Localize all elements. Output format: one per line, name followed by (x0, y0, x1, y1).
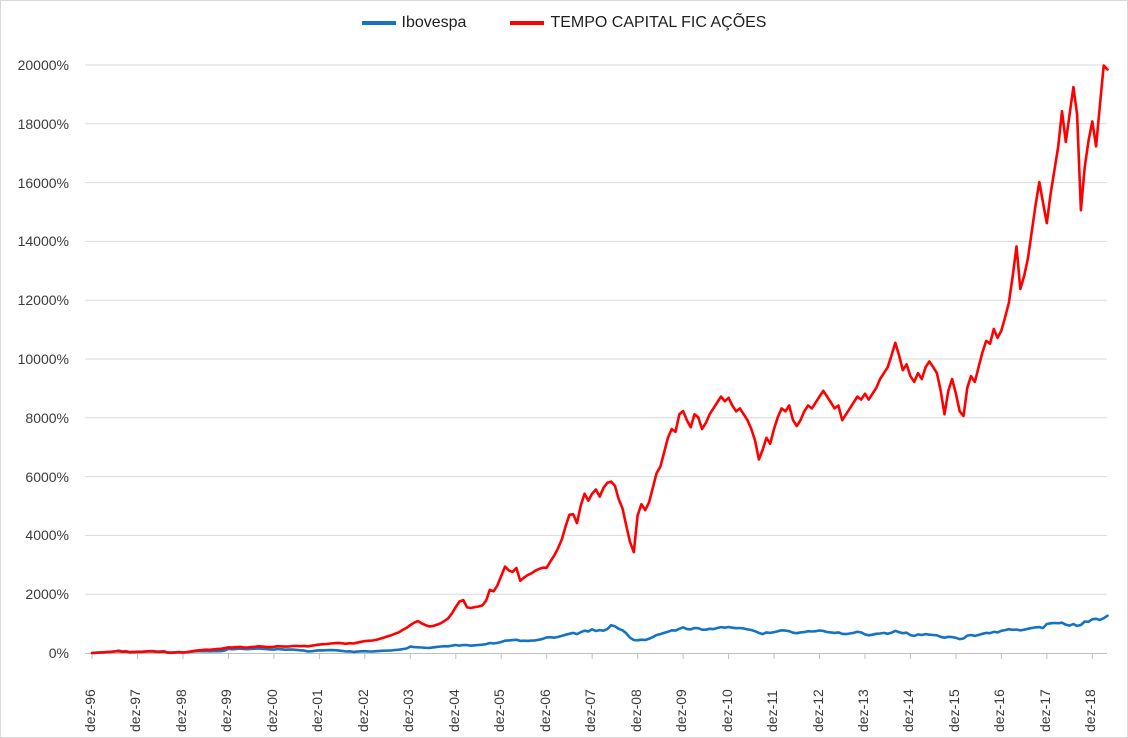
y-tick-label-12000%: 12000% (17, 292, 69, 309)
x-tick-label-dez-08: dez-08 (627, 689, 644, 732)
legend-item-ibovespa: Ibovespa (361, 14, 467, 32)
legend-label-tempo-capital: TEMPO CAPITAL FIC AÇÕES (550, 14, 767, 31)
tempo-capital-series-line (90, 64, 1109, 655)
legend-item-tempo-capital: TEMPO CAPITAL FIC AÇÕES (510, 14, 766, 32)
y-tick-label-0%: 0% (48, 645, 69, 661)
x-tick-label-dez-13: dez-13 (854, 689, 871, 732)
x-tick-label-dez-07: dez-07 (582, 689, 599, 732)
x-tick-label-dez-16: dez-16 (991, 689, 1008, 732)
x-tick-label-dez-06: dez-06 (536, 689, 553, 732)
y-tick-label-20000%: 20000% (17, 57, 69, 73)
x-tick-label-dez-12: dez-12 (809, 689, 826, 732)
legend-label-ibovespa: Ibovespa (401, 14, 467, 31)
x-tick-label-dez-99: dez-99 (218, 689, 235, 732)
ibovespa-series-line (90, 614, 1109, 655)
legend-line-sample-tempo-capital (510, 21, 545, 25)
x-tick-label-dez-03: dez-03 (400, 689, 417, 732)
y-tick-label-10000%: 10000% (17, 351, 69, 367)
x-tick-label-dez-97: dez-97 (127, 689, 144, 732)
x-tick-label-dez-11: dez-11 (764, 690, 781, 732)
x-tick-label-dez-05: dez-05 (491, 689, 508, 732)
x-tick-label-dez-17: dez-17 (1036, 689, 1053, 732)
x-tick-label-dez-98: dez-98 (172, 689, 189, 732)
x-tick-label-dez-96: dez-96 (82, 689, 98, 732)
legend-line-sample-ibovespa (361, 21, 396, 25)
y-tick-label-6000%: 6000% (25, 468, 69, 485)
x-tick-label-dez-04: dez-04 (445, 689, 462, 732)
y-tick-label-16000%: 16000% (17, 174, 69, 191)
y-tick-label-18000%: 18000% (17, 115, 69, 132)
x-tick-label-dez-15: dez-15 (945, 689, 962, 732)
x-tick-label-dez-01: dez-01 (309, 689, 326, 732)
y-tick-label-4000%: 4000% (25, 527, 69, 544)
x-tick-label-dez-14: dez-14 (900, 689, 917, 732)
x-tick-label-dez-00: dez-00 (263, 689, 280, 732)
x-tick-label-dez-10: dez-10 (718, 689, 735, 732)
chart-legend: Ibovespa TEMPO CAPITAL FIC AÇÕES (1, 14, 1127, 32)
y-tick-label-2000%: 2000% (25, 586, 69, 603)
y-tick-label-8000%: 8000% (25, 409, 69, 426)
x-tick-label-dez-02: dez-02 (354, 689, 371, 732)
x-tick-label-dez-09: dez-09 (673, 689, 690, 732)
x-tick-label-dez-18: dez-18 (1082, 689, 1099, 732)
y-tick-label-14000%: 14000% (17, 233, 69, 250)
